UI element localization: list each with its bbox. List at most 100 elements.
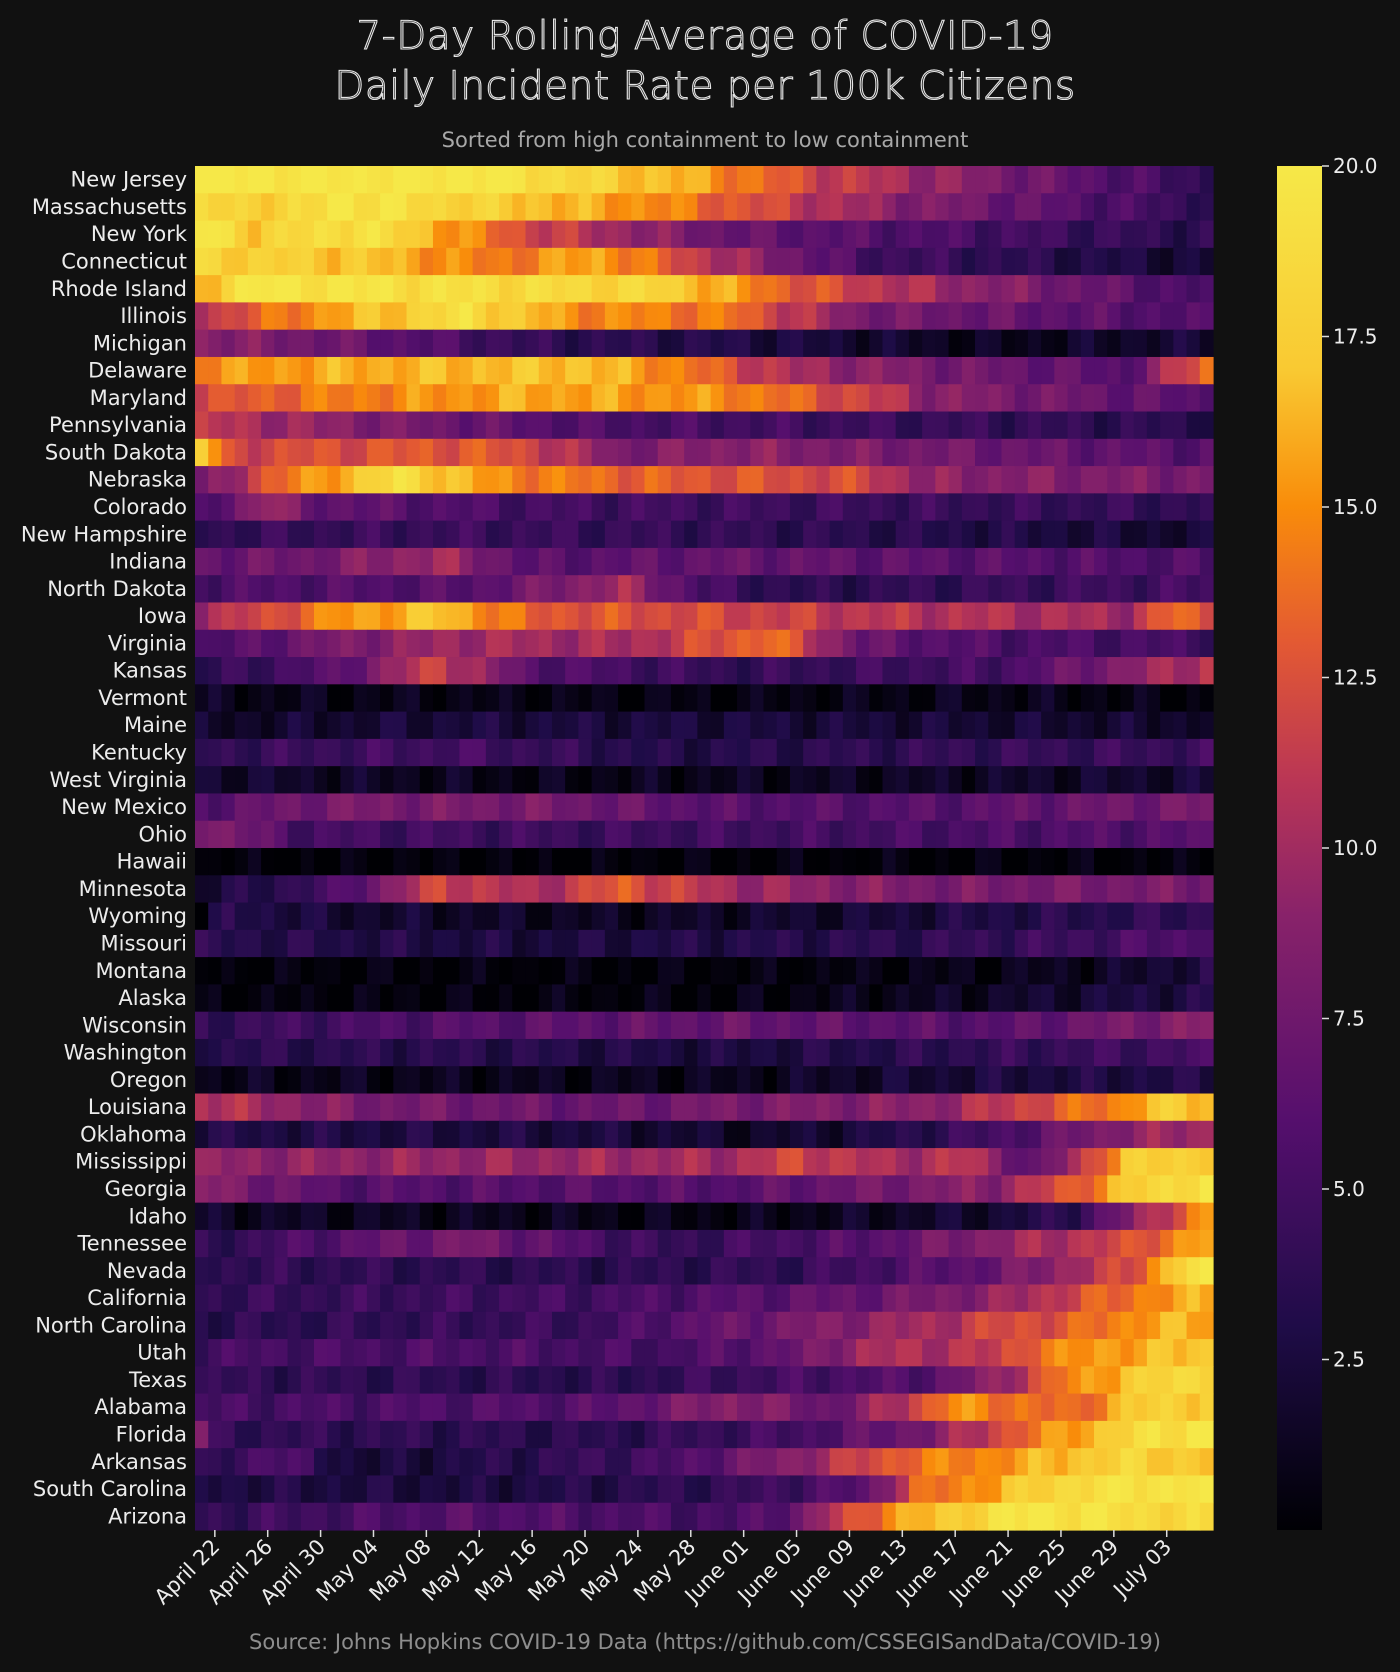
heatmap-cell	[1080, 793, 1095, 822]
heatmap-cell	[1199, 711, 1214, 740]
heatmap-cell	[472, 329, 487, 358]
heatmap-cell	[657, 1420, 672, 1449]
heatmap-cell	[499, 493, 513, 522]
heatmap-cell	[763, 1339, 778, 1367]
heatmap-cell	[512, 466, 527, 494]
heatmap-cell	[1173, 1229, 1188, 1258]
heatmap-cell	[327, 1202, 342, 1231]
heatmap-cell	[512, 1202, 527, 1231]
heatmap-cell	[485, 602, 500, 631]
heatmap-cell	[512, 848, 527, 876]
heatmap-cell	[988, 220, 1003, 249]
heatmap-cell	[1014, 356, 1029, 385]
heatmap-cell	[1199, 957, 1214, 985]
heatmap-cell	[1067, 1284, 1082, 1313]
heatmap-cell	[670, 547, 685, 576]
heatmap-cell	[856, 1420, 870, 1449]
heatmap-cell	[922, 902, 936, 931]
heatmap-cell	[1094, 1093, 1108, 1122]
heatmap-cell	[261, 493, 275, 522]
heatmap-cell	[935, 684, 950, 713]
heatmap-cell	[842, 302, 857, 331]
heatmap-cell	[551, 902, 566, 931]
heatmap-cell	[565, 1448, 579, 1477]
heatmap-cell	[446, 766, 461, 795]
heatmap-cell	[1014, 1038, 1029, 1067]
heatmap-cell	[816, 384, 831, 413]
heatmap-cell	[195, 1475, 209, 1504]
heatmap-cell	[287, 1202, 302, 1231]
heatmap-cell	[816, 929, 831, 958]
heatmap-cell	[538, 1093, 553, 1122]
heatmap-cell	[393, 1502, 408, 1531]
heatmap-cell	[406, 411, 421, 440]
heatmap-cell	[208, 575, 223, 604]
heatmap-cell	[261, 1093, 275, 1122]
heatmap-cell	[247, 329, 262, 358]
heatmap-cell	[882, 848, 897, 876]
heatmap-cell	[459, 520, 474, 549]
heatmap-cell	[1027, 711, 1042, 740]
heatmap-cell	[274, 1339, 289, 1367]
heatmap-cell	[221, 684, 236, 713]
heatmap-cell	[710, 929, 725, 958]
heatmap-cell	[261, 1257, 275, 1286]
heatmap-cell	[499, 438, 513, 467]
heatmap-cell	[340, 356, 355, 385]
heatmap-cell	[776, 356, 791, 385]
heatmap-cell	[459, 193, 474, 222]
heatmap-cell	[327, 1038, 342, 1067]
heatmap-cell	[195, 493, 209, 522]
heatmap-cell	[1027, 1475, 1042, 1504]
heatmap-cell	[948, 329, 963, 358]
heatmap-cell	[499, 875, 513, 904]
heatmap-cell	[551, 356, 566, 385]
heatmap-cell	[472, 547, 487, 576]
heatmap-cell	[208, 957, 223, 985]
heatmap-cell	[538, 957, 553, 985]
heatmap-cell	[988, 1202, 1003, 1231]
state-label: Minnesota	[79, 877, 187, 901]
heatmap-cell	[670, 766, 685, 795]
heatmap-cell	[499, 1148, 513, 1176]
heatmap-cell	[975, 193, 989, 222]
heatmap-cell	[750, 275, 765, 303]
heatmap-cell	[723, 1448, 738, 1477]
heatmap-cell	[644, 493, 659, 522]
heatmap-cell	[829, 711, 844, 740]
heatmap-cell	[1146, 1175, 1161, 1204]
heatmap-cell	[538, 766, 553, 795]
heatmap-cell	[948, 793, 963, 822]
heatmap-cell	[908, 1038, 923, 1067]
heatmap-cell	[287, 1066, 302, 1095]
heatmap-cell	[842, 547, 857, 576]
heatmap-cell	[499, 1502, 513, 1531]
heatmap-cell	[922, 848, 936, 876]
heatmap-cell	[737, 493, 751, 522]
heatmap-cell	[446, 902, 461, 931]
heatmap-cell	[776, 1475, 791, 1504]
heatmap-cell	[737, 1366, 751, 1395]
heatmap-cell	[406, 1066, 421, 1095]
heatmap-cell	[525, 875, 540, 904]
heatmap-cell	[1054, 356, 1069, 385]
heatmap-cell	[723, 1366, 738, 1395]
heatmap-cell	[313, 1175, 328, 1204]
heatmap-cell	[1080, 1284, 1095, 1313]
heatmap-cell	[1146, 738, 1161, 767]
heatmap-cell	[657, 166, 672, 194]
heatmap-cell	[327, 520, 342, 549]
heatmap-cell	[856, 629, 870, 658]
heatmap-cell	[380, 166, 394, 194]
heatmap-cell	[922, 411, 936, 440]
heatmap-cell	[261, 1011, 275, 1040]
heatmap-cell	[710, 902, 725, 931]
heatmap-cell	[948, 1393, 963, 1422]
heatmap-cell	[234, 329, 249, 358]
heatmap-cell	[551, 629, 566, 658]
heatmap-cell	[208, 1011, 223, 1040]
heatmap-cell	[261, 1311, 275, 1340]
heatmap-cell	[512, 1257, 527, 1286]
heatmap-cell	[631, 602, 646, 631]
heatmap-cell	[856, 166, 870, 194]
